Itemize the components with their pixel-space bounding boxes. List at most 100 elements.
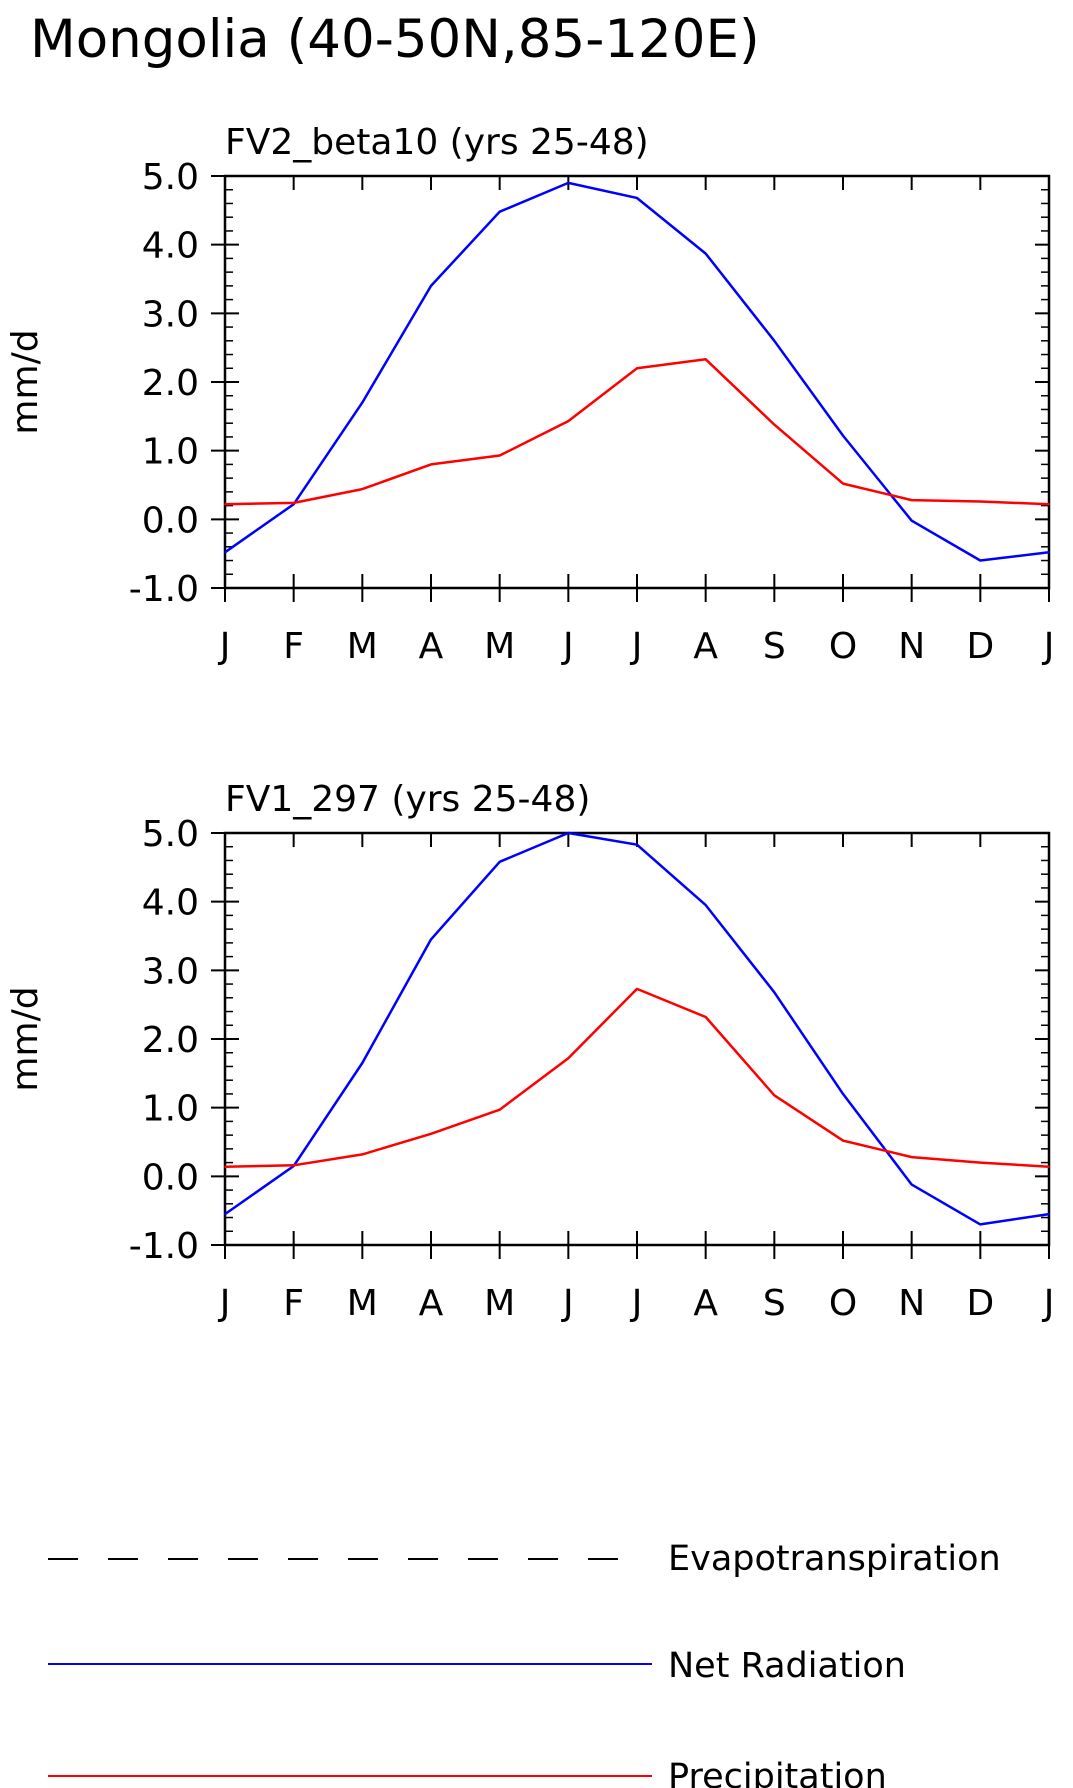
chart-1-ytick-label: 3.0 bbox=[142, 951, 199, 992]
chart-0-ytick-label: -1.0 bbox=[129, 569, 199, 610]
legend-evapotranspiration-label: Evapotranspiration bbox=[668, 1539, 1001, 1579]
chart-1-xtick-label: S bbox=[763, 1283, 786, 1324]
chart-0-point-net-radiation bbox=[1048, 551, 1050, 554]
chart-1-ytick-label: 1.0 bbox=[142, 1089, 199, 1130]
chart-1-point-precipitation bbox=[979, 1161, 982, 1164]
chart-0-ytick-label: 5.0 bbox=[142, 157, 199, 198]
chart-1-point-precipitation bbox=[704, 1016, 707, 1018]
chart-1-point-net-radiation bbox=[979, 1223, 982, 1226]
chart-1-xtick-label: A bbox=[419, 1283, 444, 1324]
chart-0-point-precipitation bbox=[979, 500, 982, 503]
chart-0-ytick-label: 0.0 bbox=[142, 500, 199, 541]
chart-0-point-net-radiation bbox=[498, 210, 501, 213]
chart-1-xtick-label: N bbox=[898, 1283, 925, 1324]
chart-0-xtick-label: J bbox=[561, 626, 574, 667]
chart-0-point-net-radiation bbox=[224, 551, 226, 554]
chart-0-ytick-label: 3.0 bbox=[142, 294, 199, 335]
chart-1-title: FV1_297 (yrs 25-48) bbox=[225, 779, 590, 820]
chart-0-title: FV2_beta10 (yrs 25-48) bbox=[225, 122, 649, 163]
chart-1-xtick-label: M bbox=[347, 1283, 378, 1324]
chart-1-point-net-radiation bbox=[704, 904, 707, 906]
chart-1-xtick-label: M bbox=[484, 1283, 515, 1324]
chart-1-point-net-radiation bbox=[498, 861, 501, 863]
chart-0-point-net-radiation bbox=[910, 519, 913, 522]
chart-1-xtick-label: O bbox=[829, 1283, 857, 1324]
chart-1-point-net-radiation bbox=[224, 1213, 226, 1215]
chart-1-point-precipitation bbox=[430, 1132, 432, 1135]
chart-1-ytick-label: -1.0 bbox=[129, 1226, 199, 1267]
chart-1-xtick-label: J bbox=[561, 1283, 574, 1324]
chart-1-point-precipitation bbox=[292, 1164, 295, 1167]
chart-0-xtick-label: O bbox=[829, 626, 857, 667]
chart-1-xtick-label: F bbox=[283, 1283, 304, 1324]
legend: Evapotranspiration Net Radiation Precipi… bbox=[48, 1539, 1001, 1788]
chart-0-frame bbox=[223, 174, 1051, 590]
chart-1-ylabel: mm/d bbox=[5, 986, 46, 1091]
chart-1-point-net-radiation bbox=[636, 843, 638, 846]
chart-0-point-net-radiation bbox=[842, 434, 844, 437]
chart-0-point-precipitation bbox=[910, 499, 913, 501]
chart-0-point-net-radiation bbox=[567, 182, 570, 184]
chart-0-point-precipitation bbox=[498, 454, 501, 457]
chart-0-point-precipitation bbox=[567, 420, 570, 422]
chart-0-point-net-radiation bbox=[773, 340, 776, 342]
chart-0-ytick-label: 1.0 bbox=[142, 432, 199, 473]
figure-title: Mongolia (40-50N,85-120E) bbox=[30, 9, 760, 70]
chart-0-point-net-radiation bbox=[430, 285, 432, 287]
chart-0-point-precipitation bbox=[842, 482, 844, 485]
chart-1-xtick-label: D bbox=[966, 1283, 994, 1324]
chart-1-point-net-radiation bbox=[910, 1183, 913, 1186]
chart-1-point-net-radiation bbox=[430, 938, 432, 941]
chart-1-point-precipitation bbox=[567, 1057, 570, 1060]
chart-0-point-net-radiation bbox=[704, 252, 707, 255]
chart-0-ylabel: mm/d bbox=[5, 329, 46, 434]
chart-0-xtick-label: A bbox=[419, 626, 444, 667]
chart-1-xtick-label: J bbox=[630, 1283, 643, 1324]
chart-0-point-net-radiation bbox=[636, 197, 638, 199]
chart-0-series-net-radiation bbox=[224, 181, 1050, 562]
chart-0-point-net-radiation bbox=[361, 401, 364, 404]
chart-1-point-precipitation bbox=[498, 1108, 501, 1111]
panel-fv2-beta10: FV2_beta10 (yrs 25-48) mm/d -1.0 0.0 1.0 2.0 3… bbox=[5, 122, 1054, 667]
chart-1-point-precipitation bbox=[910, 1156, 913, 1158]
chart-0-xtick-label: J bbox=[630, 626, 643, 667]
chart-1-point-precipitation bbox=[773, 1094, 776, 1097]
chart-0-xtick-label: S bbox=[763, 626, 786, 667]
chart-1-xtick-label: J bbox=[218, 1283, 231, 1324]
chart-1-ytick-label: 2.0 bbox=[142, 1020, 199, 1061]
chart-0-xtick-label: N bbox=[898, 626, 925, 667]
chart-1-frame bbox=[223, 831, 1051, 1247]
legend-precipitation-label: Precipitation bbox=[668, 1757, 887, 1788]
chart-0-ytick-label: 4.0 bbox=[142, 226, 199, 267]
chart-1-point-net-radiation bbox=[1048, 1213, 1050, 1215]
chart-1-series-net-radiation bbox=[224, 831, 1050, 1226]
chart-0-xtick-label: A bbox=[693, 626, 718, 667]
chart-0-point-precipitation bbox=[1048, 503, 1050, 506]
chart-1-point-net-radiation bbox=[567, 832, 570, 834]
chart-1-point-precipitation bbox=[1048, 1165, 1050, 1168]
panel-fv1-297: FV1_297 (yrs 25-48) mm/d -1.0 0.0 1.0 2.0 3.0 4… bbox=[5, 779, 1054, 1324]
chart-0-point-precipitation bbox=[361, 488, 364, 490]
chart-0-series-precipitation bbox=[224, 358, 1050, 506]
chart-0-point-precipitation bbox=[773, 423, 776, 426]
chart-0-point-precipitation bbox=[430, 463, 432, 466]
chart-0-xtick-label: J bbox=[1042, 626, 1055, 667]
chart-0-point-precipitation bbox=[224, 503, 226, 506]
chart-1-xtick-label: A bbox=[693, 1283, 718, 1324]
chart-1-series-precipitation bbox=[224, 987, 1050, 1168]
chart-1-ytick-label: 5.0 bbox=[142, 814, 199, 855]
chart-1-xtick-label: J bbox=[1042, 1283, 1055, 1324]
chart-1-point-precipitation bbox=[842, 1139, 844, 1142]
chart-1-point-precipitation bbox=[636, 988, 638, 990]
chart-0-xtick-label: J bbox=[218, 626, 231, 667]
chart-0-xtick-label: M bbox=[484, 626, 515, 667]
chart-1-point-precipitation bbox=[361, 1153, 364, 1156]
chart-1-point-precipitation bbox=[224, 1165, 226, 1168]
chart-1-ytick-label: 4.0 bbox=[142, 883, 199, 924]
chart-0-point-precipitation bbox=[292, 502, 295, 504]
chart-0-point-precipitation bbox=[704, 358, 707, 361]
chart-1-point-net-radiation bbox=[361, 1062, 364, 1064]
chart-0-xtick-label: M bbox=[347, 626, 378, 667]
chart-0-point-precipitation bbox=[636, 367, 638, 370]
